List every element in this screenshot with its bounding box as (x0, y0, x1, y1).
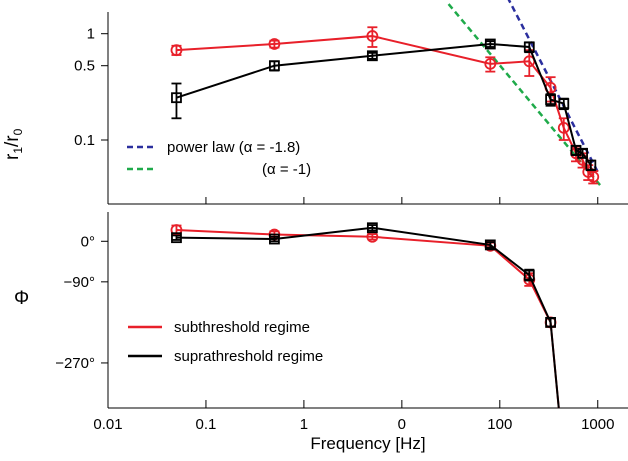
bottom-suprathreshold-point-5 (545, 316, 556, 328)
top-panel-yticks: 0.1 0.5 1 (74, 26, 108, 149)
bottom-suprathreshold-point-0 (171, 232, 182, 244)
top-subthreshold-point-3 (484, 57, 497, 70)
top-panel-ylabel: r1/r0 (2, 128, 25, 160)
top-suprathreshold-point-3 (484, 38, 496, 50)
bottom-suprathreshold-point-2 (366, 222, 378, 234)
bottom-panel-ylabel: Φ (14, 288, 29, 309)
reference-legend: power law (α = -1.8) (α = -1) (127, 139, 311, 178)
top-ytick-label-2: 1 (87, 26, 95, 43)
bottom-xtick-label-1: 0.1 (196, 416, 217, 433)
top-suprathreshold-point-4 (523, 41, 535, 53)
top-panel-series (170, 26, 600, 185)
bottom-xtick-label-2: 1 (300, 416, 308, 433)
top-suprathreshold-point-1 (269, 60, 280, 72)
bottom-xtick-label-5: 1000 (581, 416, 614, 433)
bottom-xtick-label-4: 100 (487, 416, 512, 433)
top-subthreshold-point-0 (170, 44, 183, 57)
legend-label-alpha-1-8: power law (α = -1.8) (167, 139, 300, 156)
bottom-xtick-label-0: 0.01 (93, 416, 122, 433)
ylabel-r: r (2, 153, 23, 160)
bottom-xtick-label-3: 0 (398, 416, 406, 433)
ylabel-sub1: 1 (11, 147, 25, 154)
bottom-suprathreshold-point-1 (269, 233, 280, 245)
top-subthreshold-point-1 (268, 38, 281, 50)
top-panel-xticks (107, 197, 599, 204)
reference-line-0 (507, 0, 599, 173)
legend-label-subthreshold: subthreshold regime (174, 319, 310, 336)
top-ytick-label-1: 0.5 (74, 58, 95, 75)
top-suprathreshold-point-9 (585, 159, 597, 171)
top-suprathreshold-point-8 (577, 147, 588, 159)
top-suprathreshold-line (176, 42, 592, 166)
legend-label-alpha-1: (α = -1) (262, 161, 311, 178)
top-suprathreshold-group (171, 38, 597, 172)
top-panel: 0.10.51 r1/r0 power law (α = -1.8) (α = … (2, 0, 628, 205)
top-suprathreshold-point-7 (570, 144, 582, 156)
top-suprathreshold-point-5 (545, 94, 556, 105)
bottom-ytick-label-1: −90° (64, 274, 95, 291)
bottom-panel: 0° −90° −270° 0.01 0.1 1 0 100 1000 Φ Frequency… (14, 212, 628, 453)
top-suprathreshold-point-0 (171, 92, 182, 104)
ylabel-sub0: 0 (11, 128, 25, 135)
top-subthreshold-point-6 (557, 121, 570, 134)
legend-label-suprathreshold: suprathreshold regime (174, 348, 323, 365)
bottom-panel-yticks: 0° −90° −270° (55, 233, 108, 372)
bottom-panel-series (170, 222, 560, 409)
top-ytick-label-0: 0.1 (74, 132, 95, 149)
top-suprathreshold-point-2 (366, 50, 378, 62)
ylabel-slash: /r (2, 135, 23, 147)
bottom-suprathreshold-point-3 (484, 239, 496, 251)
x-axis-label: Frequency [Hz] (310, 434, 425, 453)
reference-line-1 (447, 3, 603, 188)
top-suprathreshold-point-6 (558, 98, 570, 109)
top-subthreshold-point-2 (366, 30, 379, 42)
bottom-panel-xticks: 0.01 0.1 1 0 100 1000 (93, 400, 614, 433)
top-panel-reference-lines (447, 0, 603, 188)
bottom-ytick-label-2: −270° (55, 355, 95, 372)
bottom-ytick-label-0: 0° (81, 233, 95, 250)
top-subthreshold-point-10 (587, 170, 600, 183)
series-legend: subthreshold regime suprathreshold regim… (128, 319, 323, 365)
bottom-suprathreshold-point-4 (523, 269, 535, 281)
bottom-suprathreshold-group (171, 222, 560, 409)
